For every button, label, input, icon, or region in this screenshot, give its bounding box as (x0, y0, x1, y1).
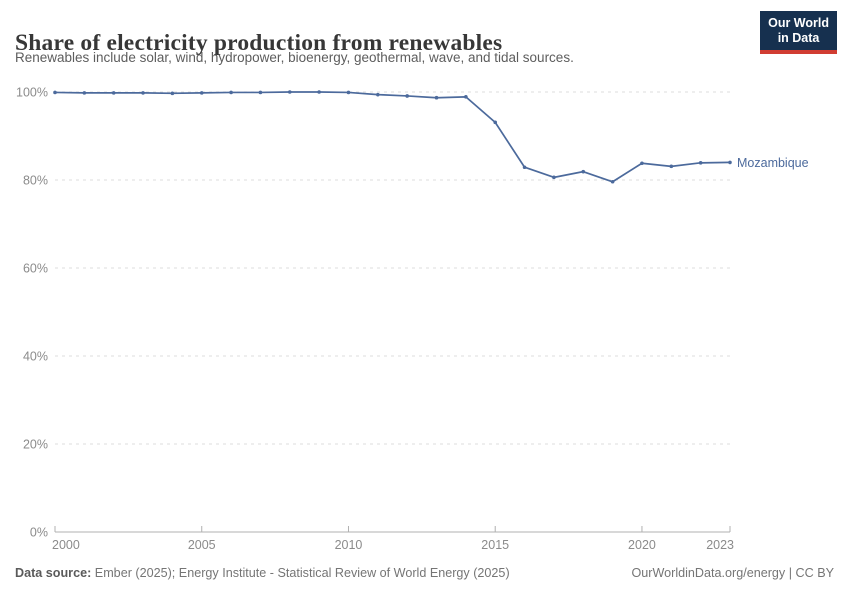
chart-footer: Data source: Ember (2025); Energy Instit… (15, 566, 834, 580)
data-point (464, 95, 468, 99)
data-point (493, 120, 498, 125)
x-axis-tick-label: 2005 (188, 538, 216, 552)
data-point (669, 164, 674, 169)
data-point (522, 165, 527, 170)
data-point (229, 90, 233, 95)
mozambique-line (54, 91, 731, 183)
data-point (581, 169, 586, 174)
data-point (287, 90, 292, 94)
chart-canvas: 0% 20% 40% 60% 80% 100% 2000 2005 2010 2015 2020 20… (16, 86, 809, 553)
data-point (376, 92, 380, 97)
data-point (199, 91, 204, 95)
data-point (258, 90, 263, 95)
data-point (317, 90, 321, 94)
data-source-text: Data source: Ember (2025); Energy Instit… (15, 566, 510, 580)
owid-logo[interactable]: Our World in Data (760, 11, 837, 54)
x-axis-tick-label: 2020 (628, 538, 656, 552)
y-axis-tick-label: 40% (23, 350, 48, 364)
y-axis-tick-label: 100% (16, 86, 48, 100)
data-point (698, 161, 703, 165)
series-label: Mozambique (737, 156, 809, 170)
data-point (405, 94, 409, 98)
x-axis-tick-label: 2000 (52, 538, 80, 552)
data-point (728, 160, 732, 165)
y-axis-tick-label: 0% (30, 526, 48, 540)
y-axis-tick-label: 60% (23, 262, 48, 276)
owid-logo-line2: in Data (777, 31, 820, 45)
data-point (610, 179, 615, 184)
data-point (552, 175, 556, 180)
data-point (82, 91, 87, 95)
y-axis-tick-label: 20% (23, 438, 48, 452)
data-point (170, 91, 175, 96)
footer-license-link[interactable]: OurWorldinData.org/energy | CC BY (631, 566, 834, 580)
data-point (434, 95, 439, 100)
page-title: Share of electricity production from ren… (15, 29, 503, 56)
x-axis-tick-label: 2015 (481, 538, 509, 552)
chart-subtitle: Renewables include solar, wind, hydropow… (15, 50, 574, 65)
data-point (640, 161, 644, 166)
x-axis-tick-label: 2023 (706, 538, 734, 552)
data-point (53, 90, 57, 95)
owid-logo-line1: Our World (768, 16, 829, 30)
data-point (141, 91, 145, 95)
y-axis-tick-label: 80% (23, 174, 48, 188)
data-point (111, 91, 116, 95)
data-point (346, 90, 351, 95)
data-source-value: Ember (2025); Energy Institute - Statist… (91, 566, 510, 580)
data-source-label: Data source: (15, 566, 92, 580)
x-axis-tick-label: 2010 (335, 538, 363, 552)
